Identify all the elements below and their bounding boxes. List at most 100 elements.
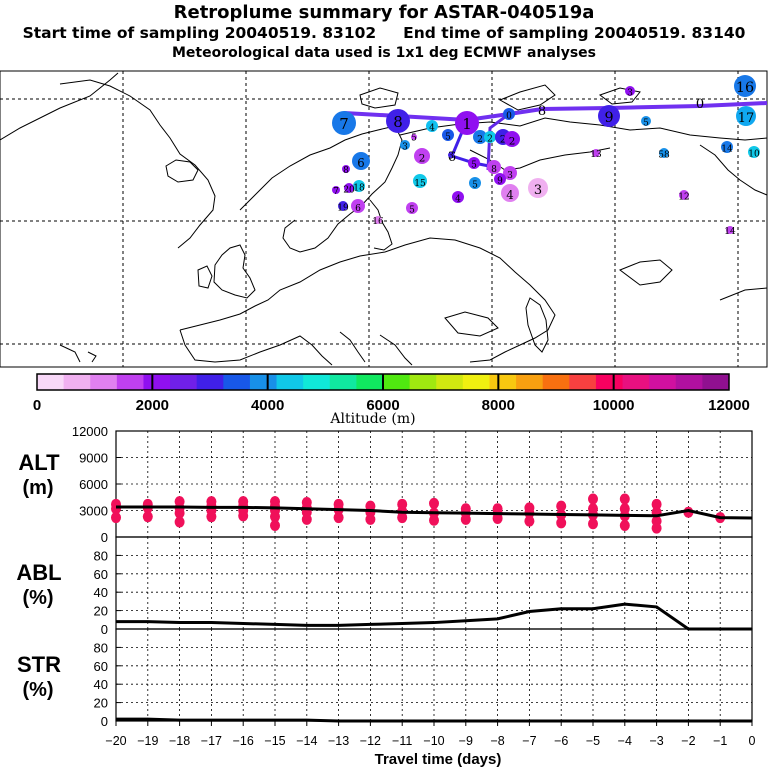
y-tick-label: 20 bbox=[94, 604, 108, 619]
colorbar-swatch bbox=[622, 374, 650, 390]
y-tick-label: 0 bbox=[101, 622, 108, 637]
colorbar-tick-label: 8000 bbox=[482, 397, 515, 414]
plume-marker: 9 bbox=[598, 105, 620, 127]
alt-point bbox=[238, 510, 249, 522]
plume-marker: 1 bbox=[455, 111, 479, 135]
plume-marker-dot bbox=[504, 131, 520, 147]
colorbar-tick-label: 0 bbox=[33, 397, 41, 414]
colorbar-swatch bbox=[37, 374, 65, 390]
plume-marker-label: 2 bbox=[500, 134, 507, 146]
plume-marker-dot bbox=[721, 141, 733, 153]
plume-marker-dot bbox=[736, 106, 756, 126]
y-tick-label: 60 bbox=[94, 567, 108, 582]
alt-point bbox=[556, 517, 567, 529]
plume-marker-label: 5 bbox=[472, 181, 478, 191]
track-main bbox=[343, 101, 768, 123]
y-tick-label: 40 bbox=[94, 585, 108, 600]
plume-marker-label: 20 bbox=[343, 185, 355, 195]
plume-marker-label: 15 bbox=[414, 179, 426, 189]
colorbar-swatch bbox=[223, 374, 251, 390]
alt-point bbox=[270, 511, 280, 523]
plume-marker-label: 19 bbox=[337, 203, 349, 213]
plume-marker-dot bbox=[641, 116, 651, 126]
colorbar-swatch bbox=[675, 374, 703, 390]
plume-marker-label: 2 bbox=[509, 136, 516, 148]
colorbar-swatch bbox=[649, 374, 677, 390]
plume-marker: 5 bbox=[641, 116, 651, 128]
alt-point bbox=[111, 512, 121, 524]
colorbar-swatch bbox=[303, 374, 331, 390]
colorbar-swatch bbox=[116, 374, 144, 390]
plume-marker-label: 4 bbox=[429, 124, 435, 134]
plume-marker-dot bbox=[342, 165, 350, 173]
colorbar-swatch bbox=[516, 374, 544, 390]
plume-marker-dot bbox=[625, 86, 635, 96]
plume-marker: 8 bbox=[342, 165, 350, 176]
plume-marker: 3 bbox=[503, 166, 517, 181]
plume-marker-label: 14 bbox=[721, 145, 733, 155]
panel-label: STR bbox=[17, 652, 61, 677]
alt-point bbox=[651, 522, 662, 534]
sampling-times: Start time of sampling 20040519. 83102 E… bbox=[22, 24, 746, 42]
altitude-colorbar: 0 2000 4000 6000 8000 10000 12000 Altitude (m) bbox=[33, 373, 750, 427]
plume-marker: 14 bbox=[721, 141, 733, 155]
panel-unit: (%) bbox=[22, 587, 53, 609]
track-branch bbox=[449, 119, 495, 169]
plume-marker-dot bbox=[413, 174, 427, 188]
alt-point bbox=[301, 513, 312, 525]
plume-marker-label: 3 bbox=[627, 88, 633, 98]
plume-marker-dot bbox=[338, 201, 348, 211]
colorbar-swatch bbox=[90, 374, 118, 390]
plume-marker-dot bbox=[659, 148, 669, 158]
x-tick-label: −5 bbox=[586, 734, 600, 748]
met-data-note: Meteorological data used is 1x1 deg ECMW… bbox=[172, 45, 596, 61]
plume-marker-dot bbox=[448, 152, 454, 158]
x-tick-label: −10 bbox=[423, 734, 444, 748]
alt-point bbox=[365, 513, 376, 525]
plume-marker-label: 14 bbox=[724, 227, 736, 237]
plume-marker-label: 17 bbox=[738, 111, 755, 126]
colorbar-swatch bbox=[595, 374, 624, 390]
colorbar-swatch bbox=[462, 374, 490, 390]
plume-marker: 5 bbox=[468, 157, 480, 171]
plume-marker-dot bbox=[353, 180, 365, 192]
alt-point bbox=[174, 516, 185, 528]
plume-marker-label: 0 bbox=[506, 112, 512, 122]
plume-marker-label: 13 bbox=[590, 150, 602, 160]
colorbar-swatch bbox=[329, 374, 357, 390]
plume-marker-label: 5 bbox=[471, 161, 477, 171]
plume-marker-dot bbox=[442, 129, 454, 141]
plume-marker-dot bbox=[592, 149, 600, 157]
alt-point bbox=[142, 511, 153, 523]
plume-marker: 5 bbox=[442, 129, 454, 143]
alt-point bbox=[619, 520, 630, 532]
x-tick-label: −18 bbox=[169, 734, 190, 748]
x-tick-label: 0 bbox=[749, 734, 756, 748]
plume-marker-dot bbox=[414, 148, 430, 164]
plume-marker-dot bbox=[386, 109, 410, 133]
x-tick-label: −8 bbox=[490, 734, 504, 748]
plume-marker: 12 bbox=[678, 190, 690, 202]
x-tick-label: −6 bbox=[554, 734, 568, 748]
x-tick-label: −12 bbox=[360, 734, 381, 748]
y-tick-label: 0 bbox=[101, 530, 108, 545]
plume-marker-label: 4 bbox=[455, 195, 461, 205]
plume-marker-label: 58 bbox=[658, 150, 670, 160]
panel-unit: (%) bbox=[22, 679, 53, 701]
plume-marker: 19 bbox=[337, 201, 349, 213]
plume-marker: 3 bbox=[625, 86, 635, 98]
y-tick-label: 60 bbox=[94, 659, 108, 674]
plume-marker-label: 7 bbox=[333, 187, 339, 197]
plume-marker: 5 bbox=[469, 177, 481, 191]
colorbar-label: Altitude (m) bbox=[329, 411, 415, 427]
plume-marker: 2 bbox=[414, 148, 430, 165]
plume-marker-label: 2 bbox=[477, 135, 483, 145]
plume-marker: 14 bbox=[724, 226, 736, 237]
colorbar-swatch bbox=[702, 374, 730, 390]
plume-marker-label: 2 bbox=[419, 153, 426, 165]
plume-marker-dot bbox=[503, 108, 515, 120]
plume-marker-label: 5 bbox=[409, 206, 415, 216]
panel-alt: 0 3000 6000 9000 12000 ALT(m) bbox=[18, 424, 753, 545]
time-series-panels: 030006000900012000ALT(m)020406080ABL(%)0… bbox=[16, 424, 755, 768]
